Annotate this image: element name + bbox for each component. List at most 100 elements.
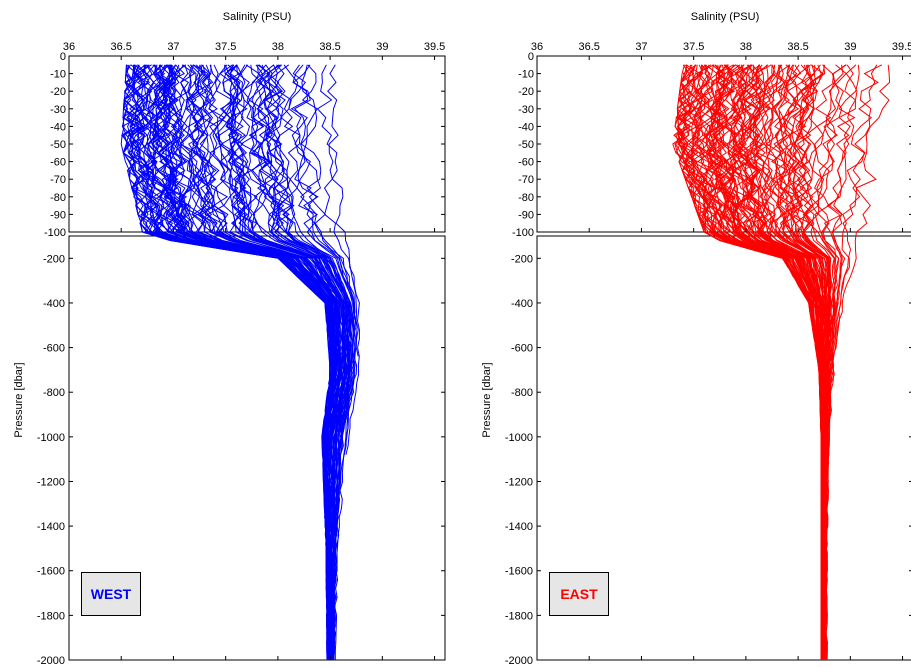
y-tick-label: -200 <box>511 253 533 265</box>
y-tick-label: -1600 <box>505 566 533 578</box>
x-axis-label: Salinity (PSU) <box>223 11 291 23</box>
y-tick-label: -30 <box>518 104 534 116</box>
legend-label-west: WEST <box>90 586 132 602</box>
profile-lines <box>120 64 360 660</box>
y-tick-label: -400 <box>43 298 65 310</box>
legend-east: EAST <box>549 572 609 616</box>
y-tick-label: -400 <box>511 298 533 310</box>
y-tick-label: -90 <box>50 209 66 221</box>
y-tick-label: -80 <box>50 192 66 204</box>
profile-line <box>316 64 359 357</box>
profile-line <box>288 64 356 411</box>
profile-line <box>153 64 337 660</box>
x-tick-label: 38.5 <box>787 41 808 53</box>
x-tick-label: 38 <box>272 41 284 53</box>
x-tick-label: 36.5 <box>111 41 132 53</box>
y-tick-label: -200 <box>43 253 65 265</box>
profile-line <box>177 64 340 357</box>
y-tick-label: 0 <box>60 51 66 63</box>
y-tick-label: -40 <box>518 121 534 133</box>
profile-line <box>787 64 831 312</box>
y-tick-label: -1800 <box>37 610 65 622</box>
profile-line <box>122 64 226 250</box>
legend-label-east: EAST <box>560 586 598 602</box>
y-tick-label: -50 <box>518 139 534 151</box>
profile-line <box>767 64 828 660</box>
y-axis-label: Pressure [dbar] <box>13 362 25 437</box>
profile-line <box>702 64 800 268</box>
y-tick-label: -1600 <box>37 566 65 578</box>
y-tick-label: -60 <box>518 157 534 169</box>
x-tick-label: 38.5 <box>319 41 340 53</box>
y-tick-label: -600 <box>511 343 533 355</box>
profile-line <box>690 64 720 233</box>
y-tick-label: -2000 <box>505 655 533 667</box>
y-tick-label: -70 <box>518 174 534 186</box>
profile-line <box>677 64 824 660</box>
y-tick-label: -80 <box>518 192 534 204</box>
profile-line <box>301 64 358 660</box>
y-tick-label: -20 <box>50 86 66 98</box>
y-tick-label: -30 <box>50 104 66 116</box>
profile-line <box>240 64 329 268</box>
x-tick-label: 39.5 <box>424 41 445 53</box>
x-tick-label: 37.5 <box>683 41 704 53</box>
profile-line <box>732 64 805 259</box>
profile-lines <box>672 64 891 660</box>
profile-line <box>718 64 824 375</box>
x-tick-label: 36 <box>63 41 75 53</box>
profile-line <box>826 64 858 446</box>
x-tick-label: 36 <box>531 41 543 53</box>
profile-line <box>787 64 830 660</box>
profile-line <box>708 64 824 420</box>
panel-east: 36 36.5 37 37.5 38 38.5 39 39.5 Salinity (PSU) 0 -… <box>481 11 911 667</box>
y-tick-label: -90 <box>518 209 534 221</box>
profile-line <box>824 64 891 660</box>
profile-line <box>123 64 331 384</box>
y-tick-label: -1000 <box>505 432 533 444</box>
profile-line <box>167 64 338 375</box>
profile-line <box>755 64 817 268</box>
x-tick-label: 38 <box>740 41 752 53</box>
legend-west: WEST <box>81 572 141 616</box>
profile-line <box>804 64 833 402</box>
profile-line <box>290 64 356 330</box>
y-tick-label: -1400 <box>37 521 65 533</box>
x-axis-label: Salinity (PSU) <box>691 11 759 23</box>
y-tick-label: -800 <box>511 387 533 399</box>
y-tick-label: -1400 <box>505 521 533 533</box>
profile-line <box>224 64 347 660</box>
y-tick-label: -10 <box>50 69 66 81</box>
y-tick-label: -10 <box>518 69 534 81</box>
panel-west: 36 36.5 37 37.5 38 38.5 39 39.5 Salinity (PSU) 0 -… <box>13 11 446 667</box>
profile-line <box>267 64 353 437</box>
x-tick-label: 36.5 <box>579 41 600 53</box>
y-tick-label: -40 <box>50 121 66 133</box>
y-tick-label: -70 <box>50 174 66 186</box>
profile-line <box>162 64 312 277</box>
y-tick-label: -60 <box>50 157 66 169</box>
profile-line <box>263 64 352 428</box>
x-tick-label: 39 <box>376 41 388 53</box>
y-tick-label: -2000 <box>37 655 65 667</box>
profile-line <box>229 64 347 375</box>
y-tick-label: -800 <box>43 387 65 399</box>
y-tick-label: -100 <box>512 227 534 239</box>
y-tick-label: -50 <box>50 139 66 151</box>
y-tick-label: -1200 <box>37 476 65 488</box>
y-tick-label: -1000 <box>37 432 65 444</box>
x-tick-label: 37.5 <box>215 41 236 53</box>
y-axis-label: Pressure [dbar] <box>481 362 493 437</box>
x-tick-label: 37 <box>635 41 647 53</box>
x-tick-label: 37 <box>167 41 179 53</box>
y-tick-label: -1200 <box>505 476 533 488</box>
y-tick-label: 0 <box>528 51 534 63</box>
y-tick-label: -600 <box>43 343 65 355</box>
profile-line <box>143 64 336 660</box>
y-tick-label: -1800 <box>505 610 533 622</box>
profile-line <box>228 64 347 660</box>
x-tick-label: 39.5 <box>892 41 911 53</box>
x-tick-label: 39 <box>844 41 856 53</box>
y-tick-label: -20 <box>518 86 534 98</box>
